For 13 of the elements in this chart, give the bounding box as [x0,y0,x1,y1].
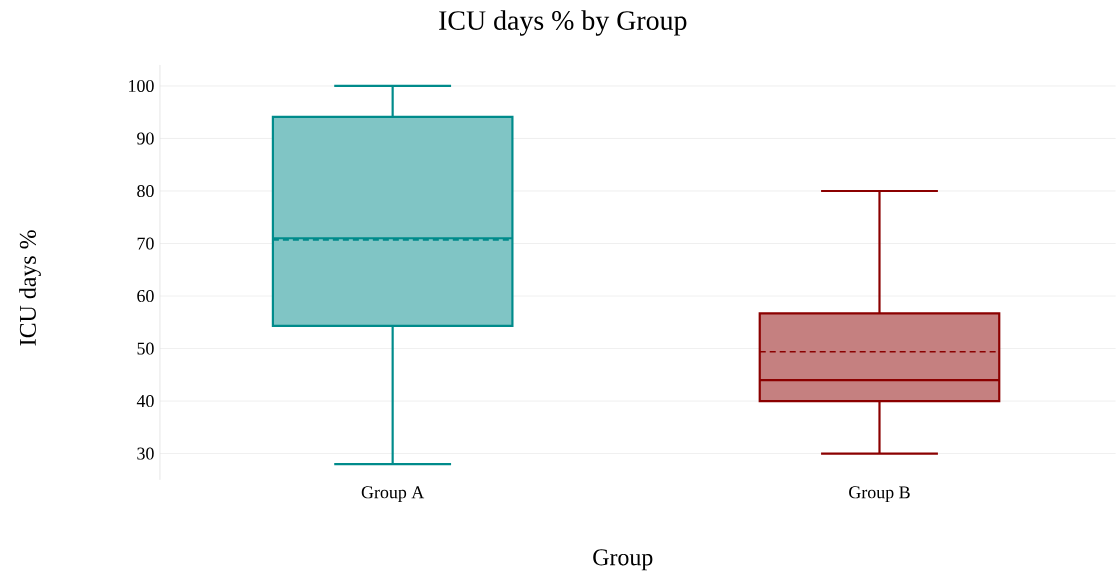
chart-title: ICU days % by Group [439,10,687,36]
x-axis-title: Group [593,549,653,571]
y-tick-label: 70 [137,237,154,250]
y-tick-label: 100 [129,80,154,93]
y-tick-label: 40 [136,395,154,408]
x-tick-label: Group B [849,486,910,503]
y-tick-label: 30 [137,447,154,460]
y-tick-label: 80 [137,185,154,198]
y-tick-label: 50 [137,342,154,355]
y-tick-label: 90 [137,132,154,145]
x-tick-label: Group A [361,486,425,503]
y-tick-label: 60 [137,290,154,303]
y-axis-title: ICU days % [19,230,41,346]
